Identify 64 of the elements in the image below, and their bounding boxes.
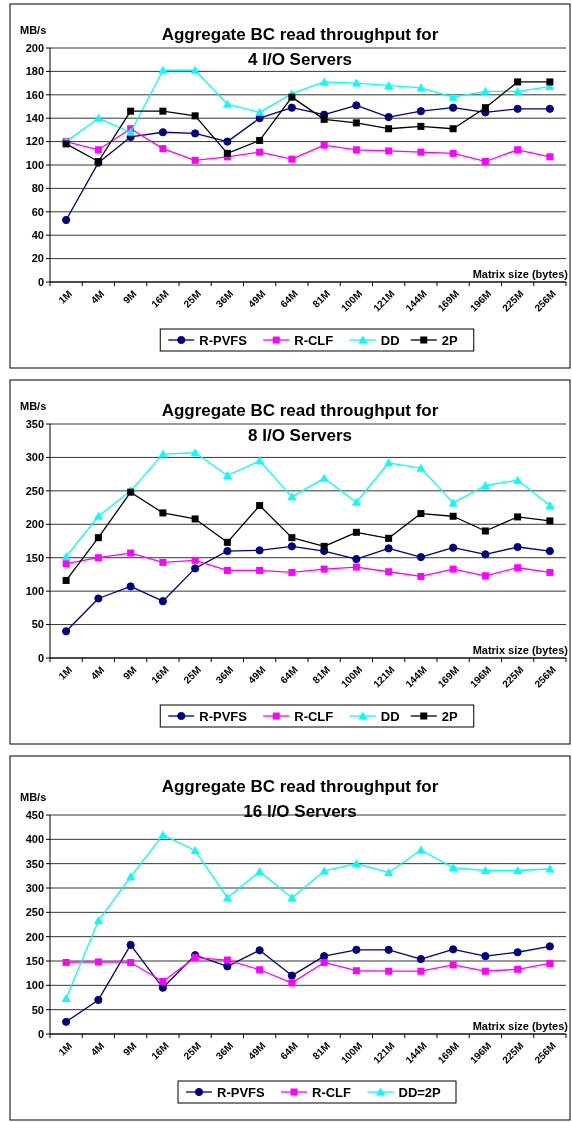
y-tick-label: 350 xyxy=(25,417,44,430)
legend-label: R-PVFS xyxy=(199,332,248,348)
y-tick-label: 50 xyxy=(31,1003,44,1016)
y-tick-label: 120 xyxy=(25,135,44,148)
x-tick-label: 49M xyxy=(245,664,268,686)
x-tick-label: 9M xyxy=(120,1040,139,1058)
x-tick-label: 4M xyxy=(88,288,107,306)
y-axis-title: MB/s xyxy=(20,791,47,803)
x-tick-label: 9M xyxy=(120,288,139,306)
y-axis-title: MB/s xyxy=(20,24,47,36)
y-tick-label: 0 xyxy=(37,651,44,664)
x-tick-label: 64M xyxy=(278,1040,300,1062)
y-tick-label: 20 xyxy=(31,252,44,265)
legend-label: R-PVFS xyxy=(217,1084,265,1100)
y-tick-label: 300 xyxy=(25,881,44,894)
y-tick-label: 140 xyxy=(25,112,44,125)
legend-label: DD xyxy=(380,332,400,348)
y-tick-label: 200 xyxy=(25,41,44,54)
y-tick-label: 60 xyxy=(31,205,44,218)
y-tick-label: 100 xyxy=(25,584,44,597)
y-tick-label: 150 xyxy=(25,954,44,967)
legend-label: R-CLF xyxy=(312,1084,352,1100)
y-tick-label: 0 xyxy=(37,1027,44,1040)
x-tick-label: 1M xyxy=(56,288,75,306)
y-tick-label: 200 xyxy=(25,930,44,943)
x-tick-label: 49M xyxy=(245,1040,268,1062)
x-tick-label: 1M xyxy=(56,664,75,682)
y-tick-label: 450 xyxy=(25,808,44,821)
y-axis-title: MB/s xyxy=(20,400,47,412)
legend-label: 2P xyxy=(441,332,458,348)
y-tick-label: 80 xyxy=(31,182,44,195)
chart-title: Aggregate BC read throughput for 8 I/O Servers xyxy=(161,401,439,445)
y-tick-label: 180 xyxy=(25,65,44,78)
legend-label: R-CLF xyxy=(294,708,334,724)
y-tick-label: 200 xyxy=(25,518,44,531)
x-tick-label: 4M xyxy=(88,664,107,682)
y-tick-label: 300 xyxy=(25,451,44,464)
x-axis-title: Matrix size (bytes) xyxy=(472,644,569,656)
y-tick-label: 40 xyxy=(31,229,44,242)
legend-label: R-CLF xyxy=(294,332,334,348)
legend-label: DD xyxy=(380,708,400,724)
y-tick-label: 250 xyxy=(25,906,44,919)
x-tick-label: 9M xyxy=(120,664,139,682)
y-tick-label: 0 xyxy=(37,275,44,288)
y-tick-label: 150 xyxy=(25,551,44,564)
chart-title: Aggregate BC read throughput for 4 I/O Servers xyxy=(161,25,439,69)
y-tick-label: 350 xyxy=(25,857,44,870)
x-axis-title: Matrix size (bytes) xyxy=(472,268,569,280)
y-tick-label: 100 xyxy=(25,979,44,992)
y-tick-label: 100 xyxy=(25,158,44,171)
y-tick-label: 160 xyxy=(25,88,44,101)
x-tick-label: 49M xyxy=(245,288,268,310)
legend-label: DD=2P xyxy=(398,1084,442,1100)
x-tick-label: 64M xyxy=(278,664,300,686)
x-tick-label: 1M xyxy=(56,1040,75,1058)
x-axis-title: Matrix size (bytes) xyxy=(472,1020,569,1032)
x-tick-label: 4M xyxy=(88,1040,107,1058)
y-tick-label: 250 xyxy=(25,484,44,497)
chart-title: Aggregate BC read throughput for 16 I/O Servers xyxy=(161,777,439,821)
legend-label: 2P xyxy=(441,708,458,724)
y-tick-label: 400 xyxy=(25,833,44,846)
x-tick-label: 64M xyxy=(278,288,300,310)
y-tick-label: 50 xyxy=(31,618,44,631)
legend-label: R-PVFS xyxy=(199,708,248,724)
